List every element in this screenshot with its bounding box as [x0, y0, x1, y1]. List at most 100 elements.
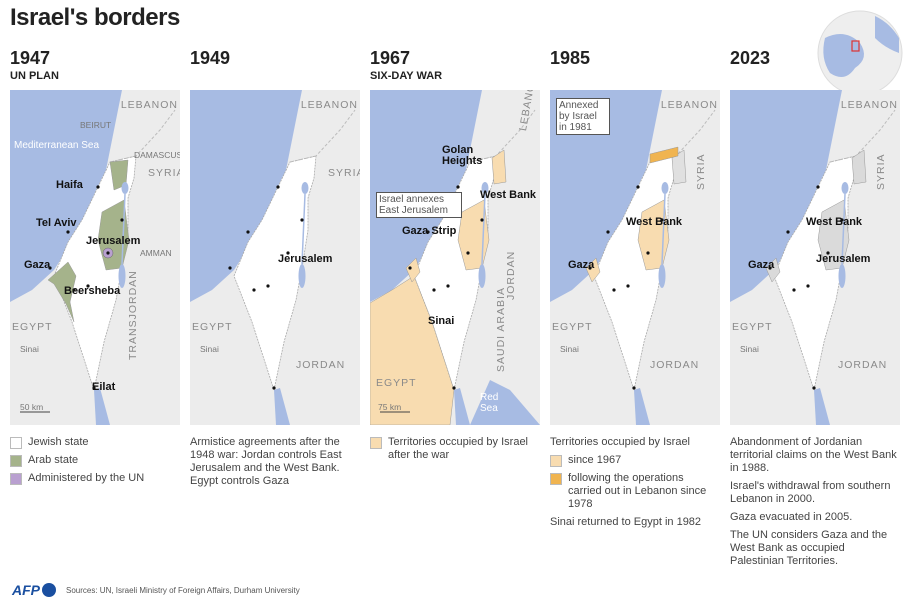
gulf-of-aqaba	[274, 388, 290, 425]
gulf-of-aqaba	[94, 388, 110, 425]
panel-year: 1967	[370, 48, 411, 68]
legend-item: Arab state	[10, 454, 180, 467]
dead-sea	[298, 264, 306, 288]
panel-year: 2023	[730, 48, 771, 68]
sea	[10, 90, 122, 302]
map-label: LEBANON	[660, 99, 718, 111]
map: LEBANON Golan Heights West Bank Israel anne…	[370, 90, 540, 425]
legend-item: Administered by the UN	[10, 472, 180, 485]
panel-year: 1949	[190, 48, 231, 68]
legend-swatch	[370, 437, 382, 449]
map-label: LEBANON	[840, 99, 898, 111]
legend-swatch	[550, 473, 562, 485]
map-label: LEBANON	[120, 99, 178, 111]
panel-year: 1985	[550, 48, 591, 68]
legend-swatch	[10, 473, 22, 485]
city-dot	[768, 266, 772, 270]
map-label: Mediterranean Sea	[14, 140, 100, 151]
legend-label: Territories occupied by Israel after the…	[388, 436, 529, 461]
city-dot	[840, 218, 844, 222]
gulf-of-aqaba	[634, 388, 650, 425]
map-label: Haifa	[56, 179, 83, 191]
locator-globe	[817, 10, 903, 96]
city-dot	[272, 386, 276, 390]
city-dot	[48, 266, 52, 270]
map-label: West Bank	[806, 216, 863, 228]
city-dot	[266, 284, 270, 288]
dead-sea	[478, 264, 486, 288]
map-label: Tel Aviv	[36, 217, 77, 229]
map-label: EGYPT	[192, 321, 233, 333]
city-dot	[812, 386, 816, 390]
city-dot	[626, 284, 630, 288]
legend-label: Arab state	[28, 454, 79, 466]
jordan-river	[661, 193, 666, 265]
city-dot	[480, 218, 484, 222]
panel-info: Jewish state Arab state Administered by th…	[10, 436, 180, 490]
territory	[47, 261, 77, 323]
jordan-river	[121, 193, 126, 265]
map: LEBANON BEIRUT Mediterranean Sea DAMASCUS SY…	[10, 90, 180, 425]
city-dot	[92, 386, 96, 390]
map-label: West Bank	[626, 216, 683, 228]
city-dot	[252, 288, 256, 292]
dead-sea	[838, 264, 846, 288]
panel-info: Territories occupied by Israel after the…	[370, 436, 540, 467]
legend-label: since 1967	[568, 454, 622, 466]
legend-item: Jewish state	[10, 436, 180, 449]
territory	[649, 146, 679, 164]
note: Israel's withdrawal from southern Lebano…	[730, 480, 891, 505]
legend-item: following the operations carried out in …	[550, 472, 720, 511]
map-label: Gaza	[24, 259, 51, 271]
map-panel: 2023 LEBANON SYRIA West Bank Jerusalem Gaza EG…	[730, 48, 902, 588]
map-panel: 1949 LEBANON SYRIA Jerusalem EGYPT Sinai JORDA…	[190, 48, 362, 588]
jordan-river	[841, 193, 846, 265]
map-label: Red Sea	[480, 392, 499, 414]
source: Sources: UN, Israeli Ministry of Foreign…	[66, 585, 300, 595]
city-dot	[612, 288, 616, 292]
map-svg	[190, 90, 360, 425]
logo-dot	[42, 583, 56, 597]
map-label: TRANSJORDAN	[127, 270, 139, 360]
map-panel: 1947 UN PLAN LEBANON BEIRUT Mediterranean Se…	[10, 48, 182, 588]
note: Abandonment of Jordanian territorial cla…	[730, 436, 897, 474]
dead-sea	[658, 264, 666, 288]
panel-info: Abandonment of Jordanian territorial cla…	[730, 436, 900, 573]
sea-of-galilee	[301, 182, 309, 194]
map-label: Gaza	[748, 259, 775, 271]
panel-info: Territories occupied by Israel since 1967…	[550, 436, 720, 534]
note: The UN considers Gaza and the West Bank …	[730, 529, 888, 567]
map-label: Sinai	[200, 344, 219, 354]
map-label: LEBANON	[300, 99, 358, 111]
legend-swatch	[10, 437, 22, 449]
sea	[550, 90, 662, 302]
map-svg	[370, 90, 540, 425]
map-label: AMMAN	[140, 248, 172, 258]
israel	[233, 155, 317, 392]
city-dot	[120, 218, 124, 222]
map-label: Sinai	[20, 344, 39, 354]
city-dot	[588, 266, 592, 270]
map-label: BEIRUT	[80, 120, 112, 130]
map-label: JORDAN	[838, 359, 888, 371]
map-svg	[550, 90, 720, 425]
city-dot	[66, 230, 70, 234]
city-dot	[816, 185, 820, 189]
map-label: EGYPT	[552, 321, 593, 333]
map-svg	[10, 90, 180, 425]
map-svg	[730, 90, 900, 425]
legend-label: following the operations carried out in …	[568, 472, 707, 510]
map-label: JORDAN	[650, 359, 700, 371]
legend-item: since 1967	[550, 454, 720, 467]
map-label: Jerusalem	[86, 235, 141, 247]
panel-subtitle: SIX-DAY WAR	[370, 70, 443, 82]
map-label: Sinai	[560, 344, 579, 354]
map-label: SYRIA	[328, 167, 360, 179]
note: Armistice agreements after the 1948 war:…	[190, 436, 342, 487]
map-label: Sinai	[740, 344, 759, 354]
territory	[765, 257, 781, 283]
map-label: Annexed by Israel in 1981	[556, 98, 610, 135]
gulf-of-aqaba	[814, 388, 830, 425]
map: LEBANON SYRIA Jerusalem EGYPT Sinai JORDAN	[190, 90, 360, 425]
sea-of-galilee	[121, 182, 129, 194]
